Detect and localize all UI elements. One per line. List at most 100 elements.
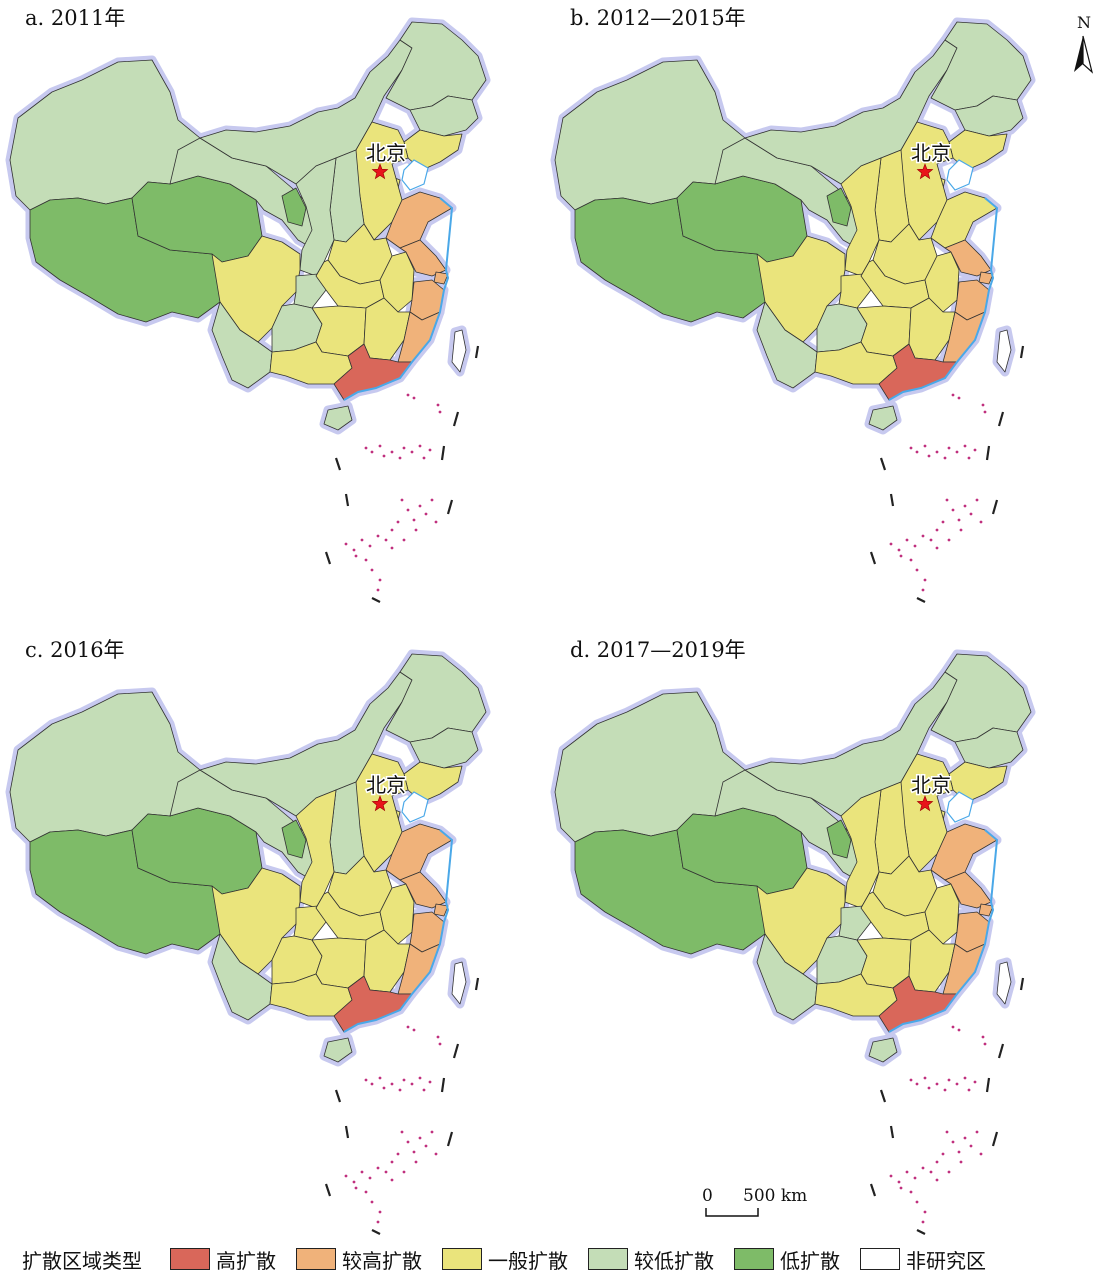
province-shanghai xyxy=(433,903,449,917)
island-dot xyxy=(434,520,438,524)
island-dot xyxy=(424,512,428,516)
island-dot xyxy=(402,1078,406,1082)
nine-dash-line xyxy=(324,345,480,603)
island-dot xyxy=(941,1152,945,1156)
island-dot xyxy=(412,1150,416,1154)
island-dot xyxy=(921,534,925,538)
island-dot xyxy=(909,1078,913,1082)
bohai-sea xyxy=(401,791,429,823)
scale-bar: 0 500 km xyxy=(700,1186,820,1222)
bohai-sea xyxy=(946,791,974,823)
boundary-dash xyxy=(991,499,999,515)
island-dot xyxy=(360,1170,364,1174)
island-dot xyxy=(418,1076,422,1080)
island-dot xyxy=(921,1220,925,1224)
panel-title: d. 2017—2019年 xyxy=(570,638,746,662)
legend-item-low-mid: 较低扩散 xyxy=(588,1245,714,1274)
nine-dash-line xyxy=(324,977,480,1235)
island-dot xyxy=(915,1082,919,1086)
boundary-dash xyxy=(879,457,887,471)
island-dot xyxy=(382,454,386,458)
capital-label: 北京 xyxy=(911,773,951,797)
island-dot xyxy=(923,1210,927,1214)
island-dot xyxy=(410,1082,414,1086)
boundary-dash xyxy=(985,1077,991,1093)
island-dot xyxy=(384,1170,388,1174)
nine-dash-line xyxy=(869,977,1025,1235)
island-dot xyxy=(935,528,939,532)
island-dot xyxy=(955,1082,959,1086)
island-dot xyxy=(376,534,380,538)
island-dot xyxy=(951,508,955,512)
island-dot xyxy=(897,548,901,552)
boundary-dash xyxy=(869,1183,877,1197)
boundary-dash xyxy=(452,1043,460,1059)
island-dot xyxy=(422,1088,426,1092)
capital-label: 北京 xyxy=(366,773,406,797)
island-dot xyxy=(378,444,382,448)
island-dot xyxy=(963,504,967,508)
island-dot xyxy=(400,1130,404,1134)
island-dot xyxy=(360,538,364,542)
island-dot xyxy=(370,1082,374,1086)
island-dot xyxy=(943,456,947,460)
island-dot xyxy=(927,1086,931,1090)
island-dot xyxy=(979,520,983,524)
island-dot xyxy=(935,1082,939,1086)
island-dot xyxy=(368,1176,372,1180)
island-dot xyxy=(947,1170,951,1174)
island-dot xyxy=(396,1152,400,1156)
island-dot xyxy=(368,544,372,548)
boundary-dash xyxy=(344,1125,350,1139)
island-dot xyxy=(402,446,406,450)
legend-label: 低扩散 xyxy=(780,1248,840,1273)
panel-title: c. 2016年 xyxy=(25,638,125,662)
island-dot xyxy=(428,1080,432,1084)
china-map: 北京 xyxy=(550,17,1036,603)
capital-star-icon xyxy=(371,795,389,812)
island-dot xyxy=(963,444,967,448)
island-dot xyxy=(981,1035,985,1039)
capital-star-icon xyxy=(916,795,934,812)
island-dot xyxy=(378,578,382,582)
boundary-dash xyxy=(446,499,454,515)
nine-dash-line xyxy=(869,345,1025,603)
island-dot xyxy=(418,444,422,448)
boundary-dash xyxy=(997,1043,1005,1059)
boundary-dash xyxy=(869,551,877,565)
island-dot xyxy=(390,450,394,454)
island-dot xyxy=(963,1076,967,1080)
boundary-dash xyxy=(440,445,446,461)
island-dot xyxy=(370,450,374,454)
island-dot xyxy=(364,558,368,562)
island-dot xyxy=(967,1088,971,1092)
island-dot xyxy=(945,1130,949,1134)
scale-end-label: 500 km xyxy=(743,1186,808,1206)
island-dot xyxy=(941,520,945,524)
map-panel-b: b. 2012—2015年 北京 xyxy=(545,0,1090,603)
island-dot xyxy=(344,1174,348,1178)
island-dot xyxy=(915,568,919,572)
island-dot xyxy=(913,544,917,548)
island-dot xyxy=(981,403,985,407)
south-sea-islands xyxy=(344,1025,442,1224)
province-yunnan xyxy=(211,933,273,1021)
island-dot xyxy=(975,498,979,502)
island-dot xyxy=(352,548,356,552)
bohai-sea xyxy=(401,159,429,191)
island-dot xyxy=(897,1180,901,1184)
boundary-dash xyxy=(474,977,480,991)
legend-item-non-study: 非研究区 xyxy=(860,1245,986,1274)
boundary-dash xyxy=(916,597,926,603)
legend-label: 较低扩散 xyxy=(634,1248,714,1273)
island-dot xyxy=(428,448,432,452)
island-dot xyxy=(921,1166,925,1170)
island-dot xyxy=(344,542,348,546)
coastline xyxy=(888,197,999,401)
island-dot xyxy=(967,456,971,460)
boundary-dash xyxy=(889,1125,895,1139)
province-ningxia xyxy=(826,819,852,859)
island-dot xyxy=(913,1176,917,1180)
island-dot xyxy=(947,446,951,450)
island-dot xyxy=(398,456,402,460)
